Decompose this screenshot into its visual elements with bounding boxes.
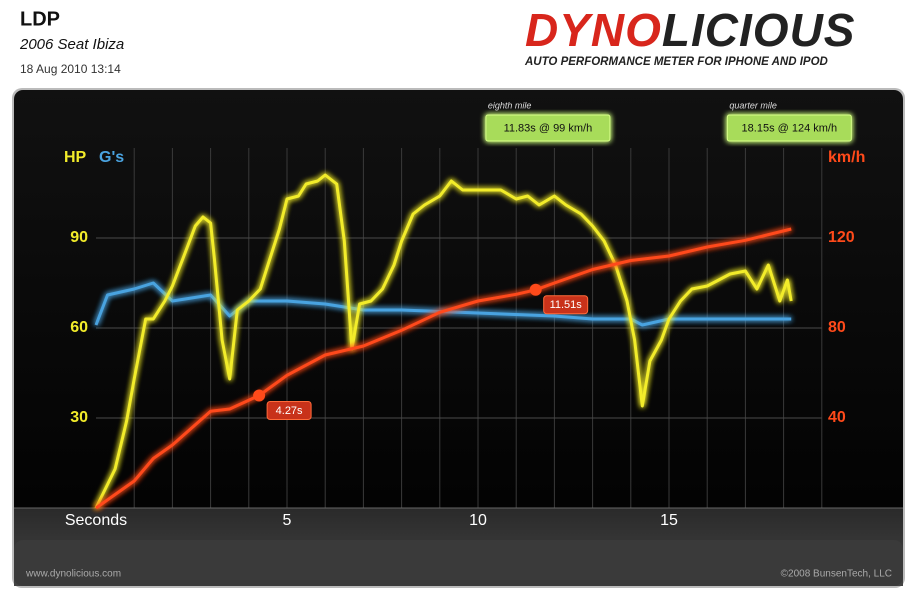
speed-marker xyxy=(529,283,542,296)
header-subtitle: 2006 Seat Ibiza xyxy=(19,36,124,53)
footer-right: ©2008 BunsenTech, LLC xyxy=(781,569,892,580)
milestone-title: eighth mile xyxy=(488,100,532,110)
y-tick-label: 30 xyxy=(70,409,88,426)
logo-red: DYNO xyxy=(525,4,662,56)
y2-tick-label: 80 xyxy=(828,319,846,336)
legend-entry: G's xyxy=(99,149,124,166)
y-tick-label: 90 xyxy=(70,229,88,246)
series-line xyxy=(94,173,793,509)
footer-band xyxy=(14,540,903,586)
header-title: LDP xyxy=(20,8,60,30)
y2-tick-label: 120 xyxy=(828,229,855,246)
marker-label-box xyxy=(543,295,589,315)
milestone-box xyxy=(485,114,611,142)
marker-label-box xyxy=(266,401,312,420)
marker-label: 11.51s xyxy=(550,299,583,311)
plot: 30 60 90 40 80 120 5 10 15 Seconds HP G's km/h 4.27s 1… xyxy=(14,100,903,529)
x-tick-label: 5 xyxy=(283,512,292,529)
series-line xyxy=(94,281,792,327)
x-axis-label: Seconds xyxy=(65,512,127,529)
milestone-label: 11.83s @ 99 km/h xyxy=(504,122,593,134)
x-tick-label: 15 xyxy=(660,512,678,529)
milestone-title: quarter mile xyxy=(729,100,777,110)
marker-label: 4.27s xyxy=(276,405,303,417)
header-date: 18 Aug 2010 13:14 xyxy=(20,62,121,76)
logo-tagline: AUTO PERFORMANCE METER FOR IPHONE AND IP… xyxy=(524,56,828,68)
milestone-box xyxy=(726,114,852,142)
series-line xyxy=(95,227,792,510)
x-tick-label: 10 xyxy=(469,512,487,529)
milestone-label: 18.15s @ 124 km/h xyxy=(742,122,838,134)
legend-entry: km/h xyxy=(828,149,865,166)
logo-dark: LICIOUS xyxy=(662,4,856,56)
y-tick-label: 60 xyxy=(70,319,88,336)
panel xyxy=(14,90,903,586)
footer-left: www.dynolicious.com xyxy=(25,569,121,580)
y2-tick-label: 40 xyxy=(828,409,846,426)
speed-marker xyxy=(253,389,266,402)
logo: DYNOLICIOUS xyxy=(525,4,855,56)
legend-entry: HP xyxy=(64,149,87,166)
